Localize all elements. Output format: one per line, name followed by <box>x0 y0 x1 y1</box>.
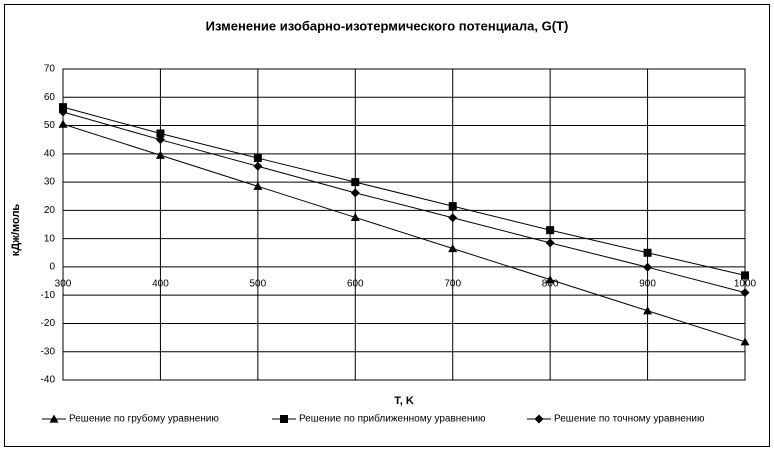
y-axis-title: кДж/моль <box>10 204 22 257</box>
y-tick-label: 40 <box>44 148 56 159</box>
data-point <box>59 103 67 112</box>
data-point <box>156 129 165 138</box>
y-tick-label: -20 <box>41 318 56 329</box>
chart-border <box>4 4 770 447</box>
legend-label: Решение по точному уравнению <box>554 414 705 425</box>
plot-border <box>62 68 746 381</box>
data-point <box>58 107 68 117</box>
y-tick-label: 0 <box>49 262 55 273</box>
data-point <box>448 202 457 211</box>
data-point <box>740 337 750 346</box>
series-line <box>62 106 746 276</box>
y-tick-label: 50 <box>44 120 56 131</box>
data-point <box>643 262 653 272</box>
legend-label: Решение по приближенному уравнению <box>299 413 486 425</box>
data-point <box>350 212 360 222</box>
legend-marker <box>280 415 288 423</box>
data-point <box>155 135 165 145</box>
y-tick-label: -10 <box>41 290 56 301</box>
data-point <box>545 238 555 248</box>
series-line <box>62 111 746 294</box>
y-tick-label: 70 <box>44 64 56 75</box>
data-point <box>448 213 458 223</box>
chart-title: Изменение изобарно-изотермического потен… <box>206 18 569 33</box>
data-point <box>351 178 360 187</box>
y-tick-label: -40 <box>41 375 56 386</box>
data-point <box>253 161 263 171</box>
data-point <box>253 181 263 190</box>
data-point <box>58 119 68 128</box>
data-point <box>448 244 458 253</box>
data-point <box>155 150 165 159</box>
data-point <box>740 288 750 298</box>
data-point <box>741 271 749 280</box>
data-point <box>546 226 555 235</box>
data-point <box>350 188 360 198</box>
x-axis-title: T, K <box>394 395 414 407</box>
y-tick-label: 10 <box>44 233 56 244</box>
data-point <box>253 154 262 163</box>
legend-marker <box>49 414 59 423</box>
y-tick-label: 30 <box>44 177 56 188</box>
data-point <box>643 248 652 257</box>
series-line <box>62 123 746 343</box>
data-point <box>643 306 653 315</box>
data-point <box>545 275 555 284</box>
y-tick-label: 60 <box>44 92 56 103</box>
legend-marker <box>534 414 544 424</box>
y-tick-label: -30 <box>41 346 56 357</box>
y-tick-label: 20 <box>44 205 56 216</box>
legend-label: Решение по грубому уравнению <box>69 413 219 425</box>
